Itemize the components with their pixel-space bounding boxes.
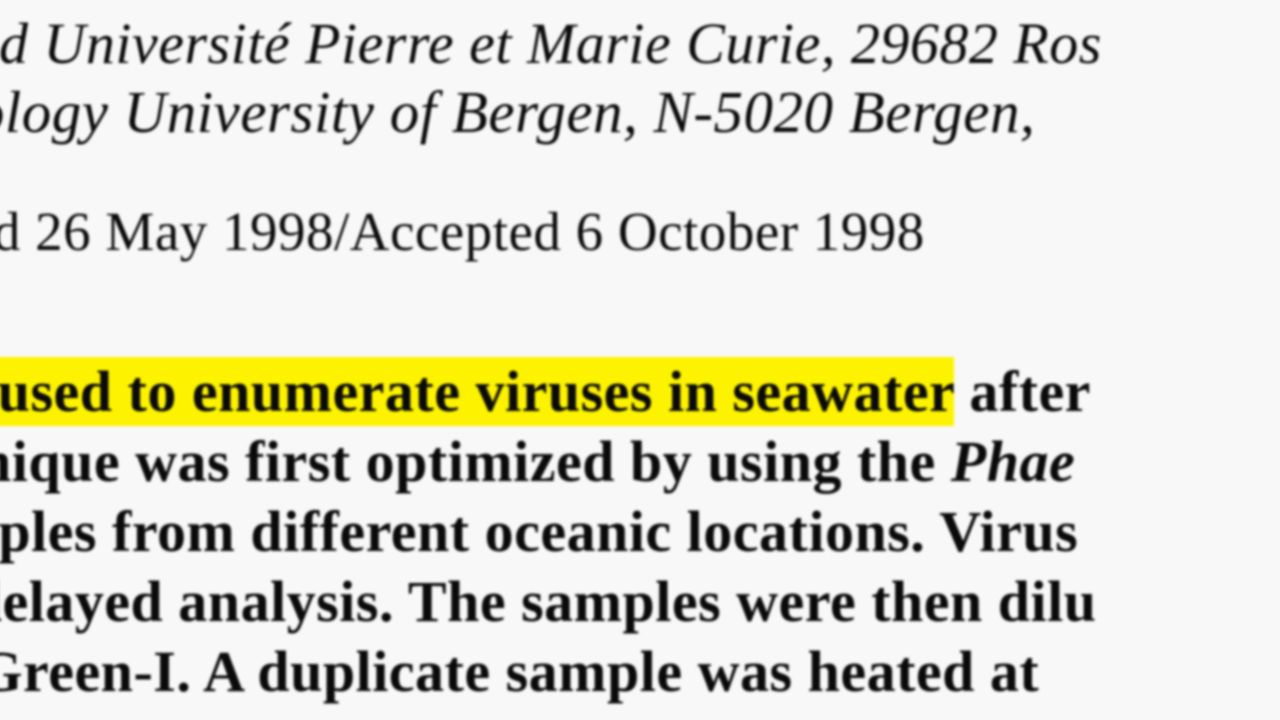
document-page: and Université Pierre et Marie Curie, 29… [0, 0, 1280, 720]
affiliation-line-1: and Université Pierre et Marie Curie, 29… [0, 10, 1102, 77]
abstract-line-2-italic: Phae [951, 429, 1075, 494]
abstract-line-1: lly used to enumerate viruses in seawate… [0, 358, 1091, 425]
abstract-line-2-lead: chnique was first optimized by using the [0, 429, 951, 494]
abstract-line-3: amples from different oceanic locations.… [0, 498, 1078, 565]
highlighted-phrase: lly used to enumerate viruses in seawate… [0, 357, 954, 426]
received-accepted-dates: ved 26 May 1998/Accepted 6 October 1998 [0, 200, 925, 263]
affiliation-line-2: crobiology University of Bergen, N-5020 … [0, 78, 1035, 147]
abstract-line-5: R Green-I. A duplicate sample was heated… [0, 638, 1039, 705]
abstract-line-2: chnique was first optimized by using the… [0, 428, 1075, 495]
abstract-line-4: or delayed analysis. The samples were th… [0, 568, 1097, 635]
abstract-line-1-tail: after [954, 359, 1091, 424]
